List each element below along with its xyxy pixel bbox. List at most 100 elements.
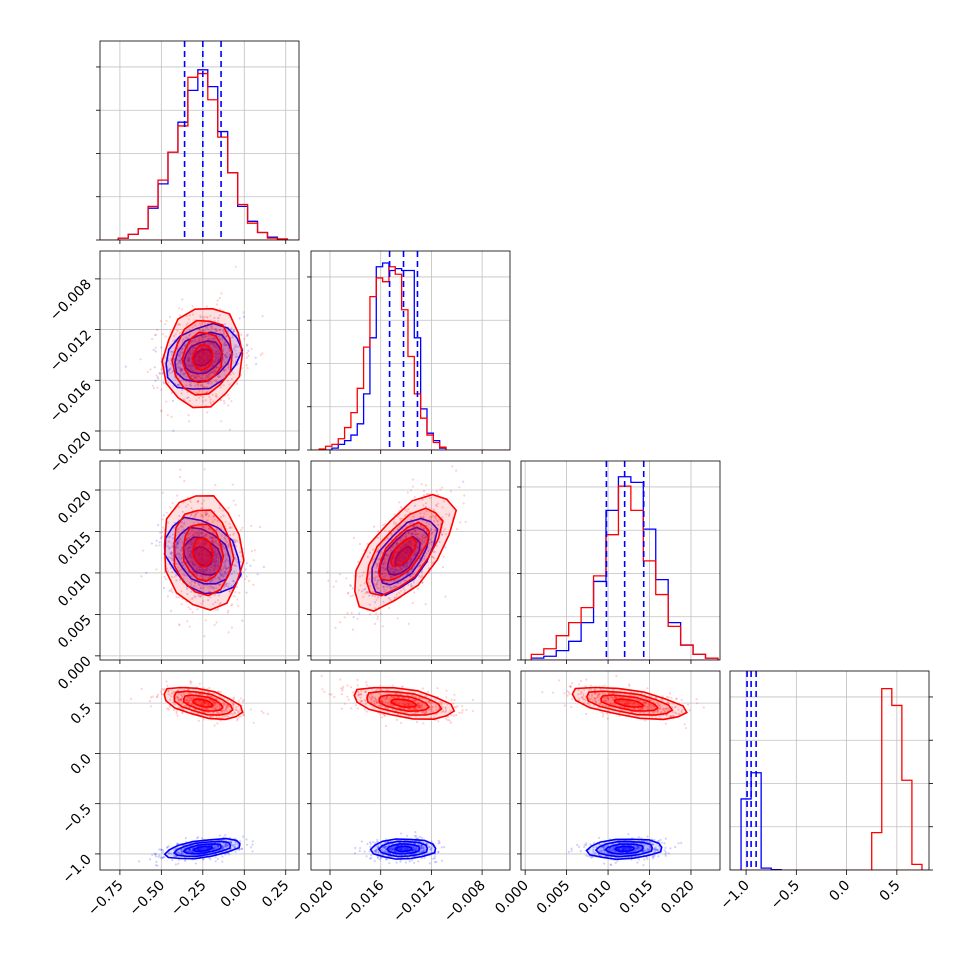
- sample-point: [201, 701, 205, 704]
- sample-point: [213, 319, 216, 323]
- sample-point: [359, 847, 362, 850]
- sample-point: [429, 515, 432, 518]
- sample-point: [205, 568, 208, 572]
- sample-point: [214, 561, 217, 564]
- sample-point: [202, 543, 205, 546]
- sample-point: [156, 328, 159, 331]
- sample-point: [183, 345, 187, 348]
- sample-point: [214, 856, 217, 859]
- sample-point: [425, 509, 428, 513]
- sample-point: [197, 352, 200, 355]
- sample-point: [228, 383, 231, 386]
- sample-point: [217, 359, 220, 362]
- sample-point: [200, 549, 203, 553]
- sample-point: [404, 566, 407, 569]
- sample-point: [161, 849, 165, 852]
- sample-point: [213, 337, 216, 340]
- sample-point: [205, 543, 208, 546]
- sample-point: [384, 698, 387, 701]
- sample-point: [397, 578, 400, 581]
- sample-point: [458, 486, 461, 489]
- sample-point: [200, 574, 203, 578]
- contour-line: [171, 319, 233, 396]
- sample-point: [189, 350, 192, 353]
- sample-point: [223, 370, 226, 373]
- sample-point: [442, 500, 446, 503]
- sample-point: [155, 544, 158, 547]
- sample-point: [216, 711, 219, 715]
- sample-point: [230, 840, 233, 843]
- sample-point: [202, 386, 205, 389]
- sample-point: [228, 428, 231, 431]
- sample-point: [417, 702, 420, 705]
- sample-point: [400, 832, 403, 835]
- sample-point: [232, 330, 235, 333]
- sample-point: [242, 315, 246, 318]
- sample-point: [381, 572, 384, 575]
- sample-point: [400, 567, 403, 570]
- sample-point: [214, 860, 217, 863]
- sample-point: [456, 705, 459, 708]
- sample-point: [224, 565, 227, 568]
- sample-point: [213, 563, 216, 566]
- sample-point: [421, 836, 424, 840]
- sample-point: [206, 704, 209, 707]
- sample-point: [185, 537, 188, 541]
- sample-point: [382, 563, 385, 566]
- sample-point: [188, 554, 191, 557]
- sample-point: [198, 552, 201, 555]
- sample-point: [210, 585, 213, 588]
- sample-point: [193, 581, 196, 584]
- sample-point: [176, 714, 179, 717]
- sample-point: [186, 364, 189, 367]
- sample-point: [186, 359, 189, 363]
- contour-line: [378, 526, 430, 586]
- sample-point: [200, 558, 203, 562]
- sample-point: [216, 299, 219, 302]
- sample-point: [189, 357, 192, 360]
- sample-point: [175, 574, 178, 577]
- sample-point: [433, 855, 436, 858]
- sample-point: [202, 600, 205, 603]
- sample-point: [235, 539, 238, 542]
- sample-point: [222, 384, 225, 387]
- sample-point: [207, 375, 210, 378]
- sample-point: [217, 690, 220, 693]
- blue-contours: [165, 322, 244, 390]
- sample-point: [198, 375, 201, 378]
- sample-point: [434, 528, 437, 532]
- sample-point: [225, 559, 228, 562]
- sample-point: [419, 516, 422, 519]
- contour-line: [353, 493, 458, 612]
- sample-point: [188, 692, 191, 695]
- sample-point: [179, 468, 182, 471]
- sample-point: [184, 837, 187, 840]
- sample-point: [364, 592, 367, 595]
- sample-point: [179, 362, 182, 365]
- sample-point: [432, 508, 435, 511]
- sample-point: [404, 508, 407, 511]
- sample-point: [186, 503, 189, 506]
- sample-point: [140, 575, 143, 578]
- sample-point: [192, 374, 196, 377]
- sample-point: [188, 532, 191, 535]
- sample-point: [414, 831, 417, 834]
- sample-point: [408, 543, 411, 546]
- sample-point: [353, 852, 357, 855]
- sample-point: [391, 684, 394, 687]
- sample-point: [188, 701, 191, 704]
- sample-point: [212, 550, 215, 553]
- sample-point: [189, 500, 192, 503]
- sample-point: [190, 550, 193, 554]
- sample-point: [190, 541, 193, 544]
- sample-point: [384, 845, 387, 848]
- sample-point: [429, 848, 432, 851]
- sample-point: [409, 540, 412, 543]
- sample-point: [178, 698, 181, 702]
- sample-point: [228, 527, 231, 530]
- sample-point: [189, 849, 192, 852]
- sample-point: [417, 537, 420, 540]
- sample-point: [424, 848, 427, 851]
- sample-point: [249, 708, 252, 711]
- sample-point: [230, 526, 233, 529]
